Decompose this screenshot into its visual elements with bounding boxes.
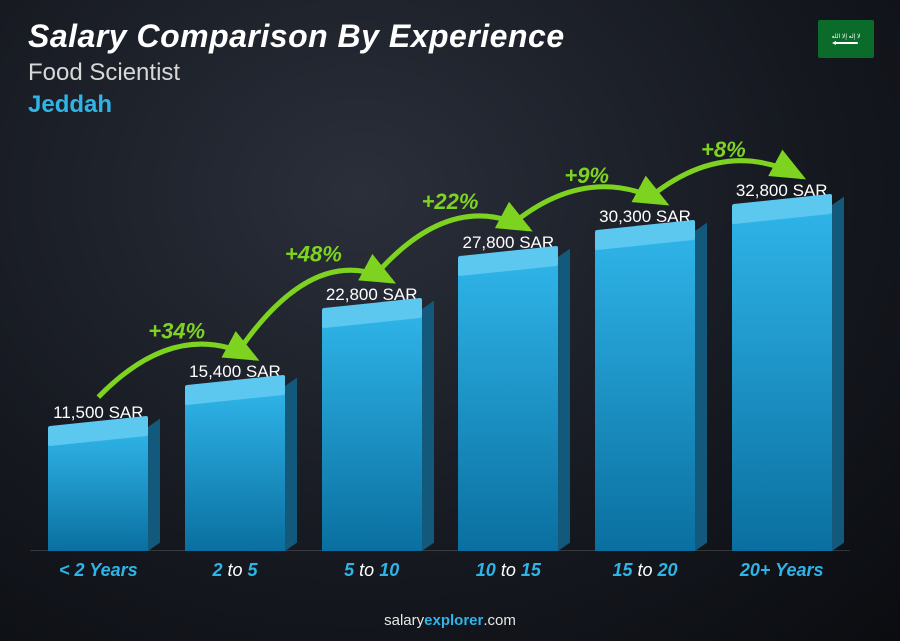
bar <box>322 313 422 551</box>
bar <box>185 390 285 551</box>
bar-slot: 27,800 SAR <box>440 233 577 551</box>
pct-label: +8% <box>701 137 746 162</box>
x-axis-label: 2 to 5 <box>167 560 304 581</box>
page-title: Salary Comparison By Experience <box>28 18 565 55</box>
brand-left: salary <box>384 612 424 629</box>
x-axis-label: 20+ Years <box>713 560 850 581</box>
x-axis-labels: < 2 Years2 to 55 to 1010 to 1515 to 2020… <box>30 560 850 581</box>
bar-slot: 15,400 SAR <box>167 362 304 551</box>
bar <box>595 235 695 551</box>
header: Salary Comparison By Experience Food Sci… <box>28 18 565 119</box>
brand-right: explorer <box>424 612 483 629</box>
svg-text:لا إله إلا الله: لا إله إلا الله <box>832 33 861 40</box>
brand-suffix: .com <box>483 612 516 629</box>
bar-slot: 32,800 SAR <box>713 181 850 551</box>
x-axis-label: 10 to 15 <box>440 560 577 581</box>
country-flag-icon: لا إله إلا الله <box>818 20 874 58</box>
chart: 11,500 SAR15,400 SAR22,800 SAR27,800 SAR… <box>30 140 850 581</box>
bar-slot: 30,300 SAR <box>577 207 714 551</box>
x-axis-label: 5 to 10 <box>303 560 440 581</box>
bar <box>732 209 832 551</box>
bar-group: 11,500 SAR15,400 SAR22,800 SAR27,800 SAR… <box>30 171 850 551</box>
bar <box>458 261 558 551</box>
bar <box>48 431 148 551</box>
bar-slot: 11,500 SAR <box>30 403 167 551</box>
bar-slot: 22,800 SAR <box>303 285 440 551</box>
x-axis-label: < 2 Years <box>30 560 167 581</box>
x-axis-label: 15 to 20 <box>577 560 714 581</box>
footer-brand: salaryexplorer.com <box>0 612 900 629</box>
job-subtitle: Food Scientist <box>28 59 565 87</box>
location-label: Jeddah <box>28 91 565 119</box>
